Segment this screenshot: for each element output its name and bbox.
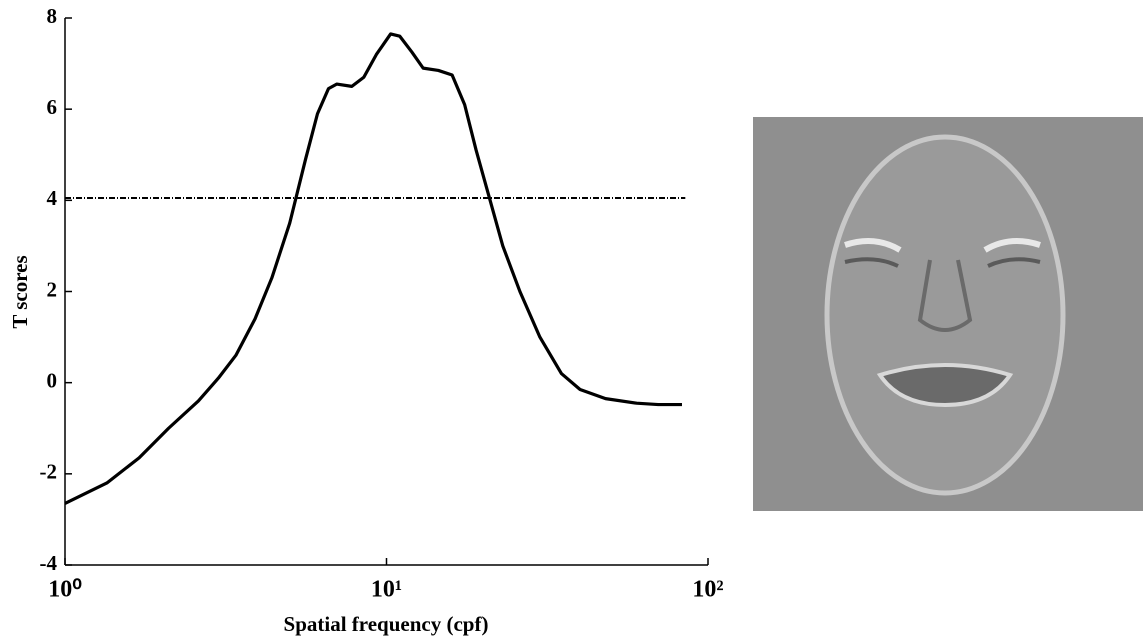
eye-creases <box>844 257 1041 268</box>
eyes <box>844 238 1041 253</box>
x-tick-label: 10¹ <box>371 577 402 603</box>
y-tick-label: 8 <box>47 4 58 28</box>
y-axis-label: T scores <box>8 255 32 328</box>
y-tick-label: 0 <box>47 368 58 392</box>
nose <box>917 259 973 332</box>
face-outline <box>824 134 1066 496</box>
x-tick-label: 10⁰ <box>48 577 82 603</box>
y-tick-label: 6 <box>47 95 58 119</box>
y-tick-label: 2 <box>47 277 58 301</box>
face-image <box>753 117 1143 511</box>
y-tick-label: -4 <box>40 551 58 575</box>
y-tick-label: -2 <box>40 460 58 484</box>
x-tick-label: 10² <box>692 577 723 603</box>
data-line <box>64 32 682 505</box>
mouth <box>876 363 1014 408</box>
y-tick-label: 4 <box>47 186 58 210</box>
x-axis-label: Spatial frequency (cpf) <box>284 612 489 636</box>
